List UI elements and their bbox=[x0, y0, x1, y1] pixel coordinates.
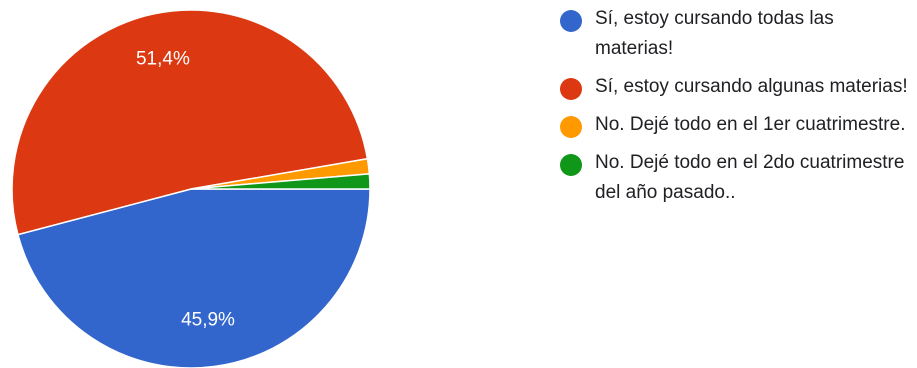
legend-item-2do-cuatrimestre[interactable]: No. Dejé todo en el 2do cuatrimestre del… bbox=[560, 148, 915, 208]
legend-item-algunas[interactable]: Sí, estoy cursando algunas materias! bbox=[560, 72, 915, 102]
legend-label: No. Dejé todo en el 2do cuatrimestre del… bbox=[595, 152, 905, 203]
legend-swatch bbox=[560, 10, 582, 32]
slice-percent-label: 51,4% bbox=[136, 49, 190, 70]
legend-label: Sí, estoy cursando algunas materias! bbox=[595, 76, 908, 97]
slice-percent-label: 45,9% bbox=[181, 309, 235, 330]
legend-swatch bbox=[560, 78, 582, 100]
legend-item-1er-cuatrimestre[interactable]: No. Dejé todo en el 1er cuatrimestre. bbox=[560, 110, 915, 140]
legend-swatch bbox=[560, 154, 582, 176]
legend-item-todas[interactable]: Sí, estoy cursando todas las materias! bbox=[560, 4, 915, 64]
slice-2do[interactable] bbox=[190, 173, 371, 190]
legend-swatch bbox=[560, 116, 582, 138]
legend-label: No. Dejé todo en el 1er cuatrimestre. bbox=[595, 114, 906, 135]
slice-algunas[interactable] bbox=[11, 9, 369, 236]
legend-label: Sí, estoy cursando todas las materias! bbox=[595, 8, 834, 59]
chart-legend: Sí, estoy cursando todas las materias! S… bbox=[560, 4, 915, 216]
slice-todas[interactable] bbox=[16, 188, 371, 368]
